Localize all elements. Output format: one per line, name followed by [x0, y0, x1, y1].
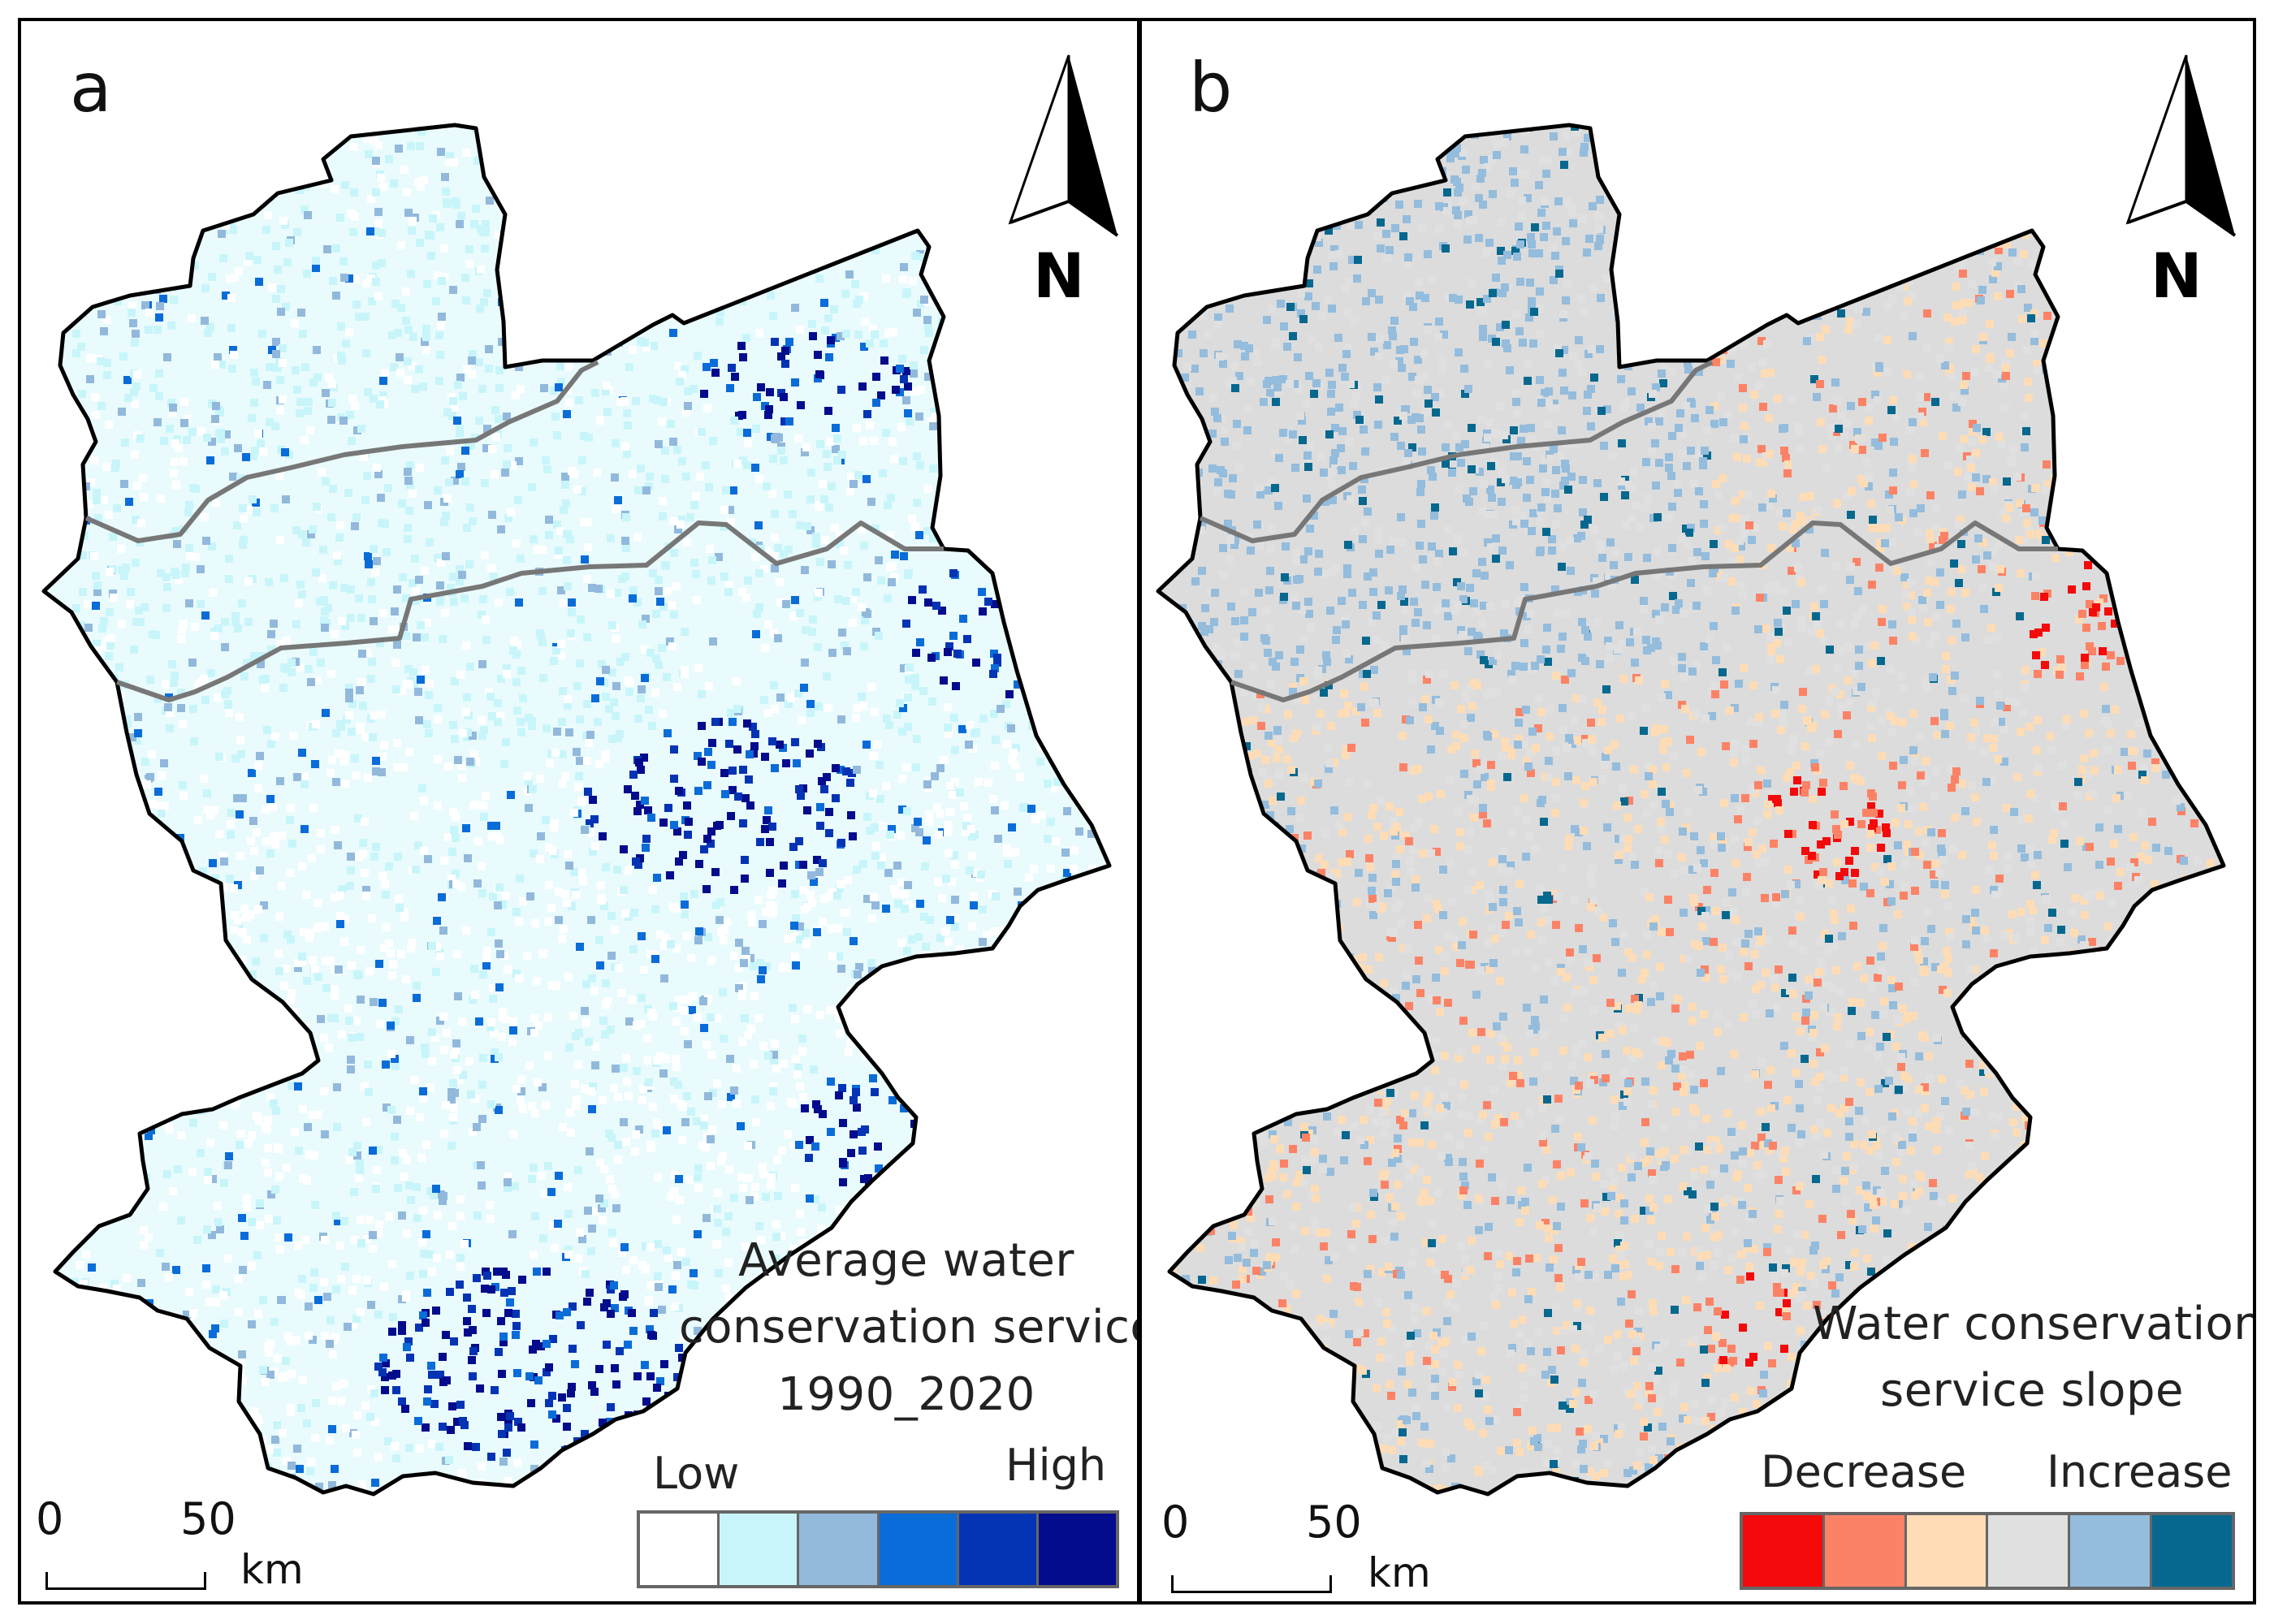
title-line: service slope: [1880, 1364, 2184, 1418]
panel-label: b: [1189, 48, 1233, 127]
scale-zero-label: 0: [1161, 1497, 1190, 1548]
legend-swatch: [1743, 1515, 1825, 1587]
map-title: Water conservation service slope: [1813, 1291, 2256, 1425]
legend-swatch: [1038, 1514, 1117, 1585]
north-label: N: [1033, 240, 1085, 312]
scale-bar: 0 50 km: [31, 1493, 304, 1595]
legend-color-bar: [637, 1510, 1119, 1588]
legend-swatch: [1824, 1515, 1907, 1587]
map-title: Average water conservation service 1990_…: [679, 1228, 1140, 1428]
panel-b: b N Water conservation service slope Dec…: [1139, 18, 2256, 1605]
legend-swatch: [2152, 1515, 2232, 1587]
north-label: N: [2151, 240, 2203, 312]
panel-label: a: [70, 48, 112, 127]
subregion-boundary: [1199, 360, 1714, 543]
subregion-boundary: [1230, 520, 2058, 702]
scale-unit-label: km: [1368, 1549, 1431, 1596]
scale-zero-label: 0: [36, 1493, 64, 1544]
scale-line: [45, 1572, 206, 1590]
scale-max-label: 50: [1306, 1497, 1362, 1548]
legend-swatch: [879, 1514, 959, 1585]
legend-color-bar: [1740, 1512, 2235, 1590]
north-arrow: N: [1004, 50, 1126, 307]
title-line: 1990_2020: [777, 1367, 1035, 1421]
title-line: conservation service: [679, 1301, 1140, 1354]
scale-line: [1171, 1575, 1332, 1593]
title-line: Average water: [738, 1234, 1074, 1287]
legend-swatch: [958, 1514, 1039, 1585]
scale-bar: 0 50 km: [1155, 1497, 1431, 1598]
title-line: Water conservation: [1813, 1298, 2256, 1350]
panel-a: a N Average water conservation service 1…: [18, 18, 1140, 1605]
north-arrow: N: [2121, 50, 2243, 307]
legend-swatch: [799, 1514, 880, 1585]
legend-low-label: Low: [653, 1448, 740, 1499]
subregion-boundary: [116, 520, 944, 702]
legend-swatch: [2070, 1515, 2153, 1587]
north-arrow-icon: [2125, 54, 2237, 237]
region-outline: [1156, 123, 2226, 1497]
north-arrow-icon: [1008, 54, 1119, 237]
legend-low-label: Decrease: [1761, 1446, 1967, 1497]
scale-max-label: 50: [180, 1493, 236, 1544]
map-a: [41, 123, 1112, 1497]
legend-swatch: [1906, 1515, 1989, 1587]
legend-swatch: [1988, 1515, 2071, 1587]
scale-unit-label: km: [240, 1546, 304, 1593]
map-b: [1156, 123, 2226, 1497]
legend-high-label: High: [1005, 1440, 1107, 1491]
legend-swatch: [640, 1514, 720, 1585]
subregion-boundary: [84, 360, 599, 543]
legend-high-label: Increase: [2047, 1446, 2233, 1497]
region-outline: [41, 123, 1112, 1497]
legend-swatch: [720, 1514, 800, 1585]
